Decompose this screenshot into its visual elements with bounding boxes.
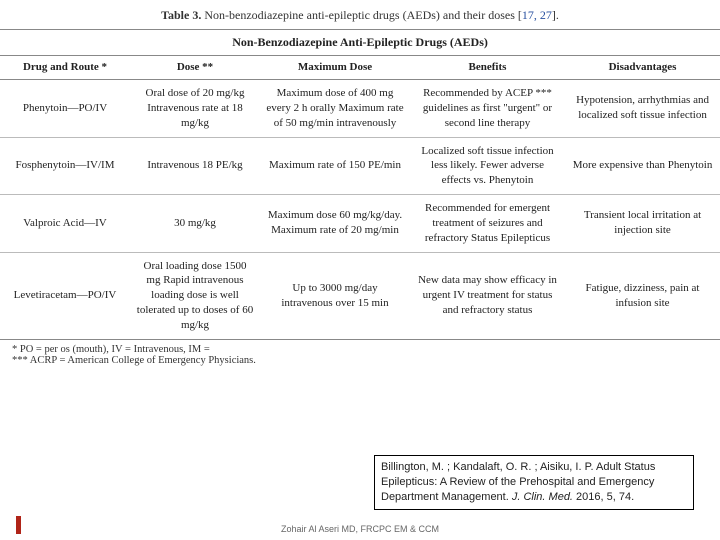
cell-max: Maximum dose of 400 mg every 2 h orally … (260, 80, 410, 138)
cell-drug: Valproic Acid—IV (0, 195, 130, 253)
caption-text: Non-benzodiazepine anti-epileptic drugs … (201, 8, 522, 22)
table-caption: Table 3. Non-benzodiazepine anti-epilept… (0, 0, 720, 29)
footer: Zohair Al Aseri MD, FRCPC EM & CCM (0, 518, 720, 540)
cell-benefits: New data may show efficacy in urgent IV … (410, 252, 565, 339)
cell-drug: Levetiracetam—PO/IV (0, 252, 130, 339)
table-row: Valproic Acid—IV 30 mg/kg Maximum dose 6… (0, 195, 720, 253)
cell-dose: Intravenous 18 PE/kg (130, 137, 260, 195)
table-row: Levetiracetam—PO/IV Oral loading dose 15… (0, 252, 720, 339)
cell-drug: Fosphenytoin—IV/IM (0, 137, 130, 195)
cell-max: Maximum rate of 150 PE/min (260, 137, 410, 195)
cell-disadv: Fatigue, dizziness, pain at infusion sit… (565, 252, 720, 339)
col-header: Disadvantages (565, 56, 720, 80)
footnote-line: *** ACRP = American College of Emergency… (12, 355, 256, 366)
cell-benefits: Localized soft tissue infection less lik… (410, 137, 565, 195)
cell-disadv: Hypotension, arrhythmias and localized s… (565, 80, 720, 138)
caption-refs: 17, 27 (522, 8, 552, 22)
citation-rest: 2016, 5, 74. (573, 491, 634, 503)
aed-table: Non-Benzodiazepine Anti-Epileptic Drugs … (0, 29, 720, 340)
citation-authors: Billington, M. ; Kandalaft, O. R. ; Aisi… (381, 461, 594, 473)
cell-disadv: Transient local irritation at injection … (565, 195, 720, 253)
citation-box: Billington, M. ; Kandalaft, O. R. ; Aisi… (374, 455, 694, 510)
cell-dose: Oral loading dose 1500 mg Rapid intraven… (130, 252, 260, 339)
col-header: Drug and Route * (0, 56, 130, 80)
cell-disadv: More expensive than Phenytoin (565, 137, 720, 195)
cell-drug: Phenytoin—PO/IV (0, 80, 130, 138)
cell-max: Up to 3000 mg/day intravenous over 15 mi… (260, 252, 410, 339)
col-header: Maximum Dose (260, 56, 410, 80)
footer-text: Zohair Al Aseri MD, FRCPC EM & CCM (0, 524, 720, 534)
table-row: Phenytoin—PO/IV Oral dose of 20 mg/kg In… (0, 80, 720, 138)
table-row: Fosphenytoin—IV/IM Intravenous 18 PE/kg … (0, 137, 720, 195)
col-header: Dose ** (130, 56, 260, 80)
cell-benefits: Recommended for emergent treatment of se… (410, 195, 565, 253)
col-header: Benefits (410, 56, 565, 80)
table-title-row: Non-Benzodiazepine Anti-Epileptic Drugs … (0, 30, 720, 56)
cell-dose: Oral dose of 20 mg/kg Intravenous rate a… (130, 80, 260, 138)
caption-prefix: Table 3. (161, 8, 201, 22)
cell-max: Maximum dose 60 mg/kg/day. Maximum rate … (260, 195, 410, 253)
citation-journal: J. Clin. Med. (512, 491, 573, 503)
table-title: Non-Benzodiazepine Anti-Epileptic Drugs … (0, 30, 720, 56)
table-footnote: * PO = per os (mouth), IV = Intravenous,… (0, 340, 720, 366)
footnote-line: * PO = per os (mouth), IV = Intravenous,… (12, 344, 210, 355)
caption-suffix: ]. (552, 8, 559, 22)
table-header-row: Drug and Route * Dose ** Maximum Dose Be… (0, 56, 720, 80)
cell-benefits: Recommended by ACEP *** guidelines as fi… (410, 80, 565, 138)
cell-dose: 30 mg/kg (130, 195, 260, 253)
